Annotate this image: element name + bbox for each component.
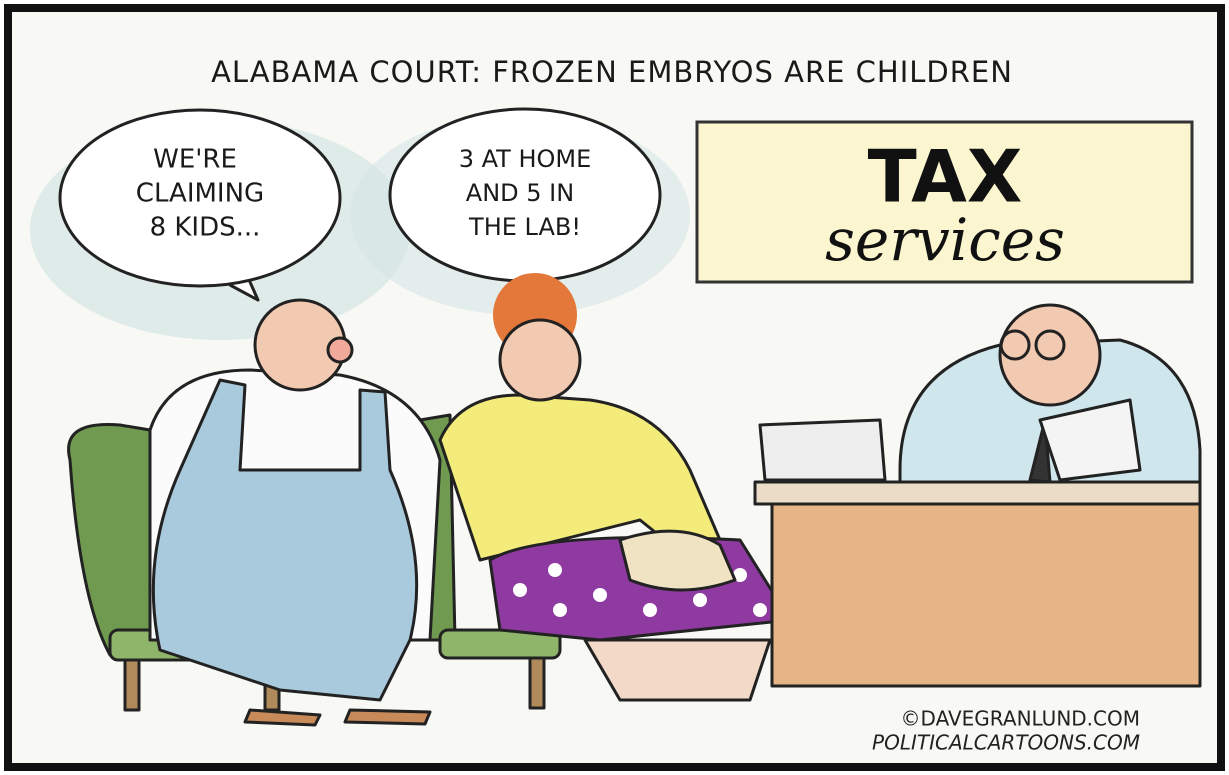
dot <box>643 603 657 617</box>
glasses <box>1034 329 1066 361</box>
bubble-text: THE LAB! <box>468 213 581 241</box>
bubble-text: 3 AT HOME <box>459 145 592 173</box>
dot <box>593 588 607 602</box>
dot <box>513 583 527 597</box>
papers <box>1038 398 1142 482</box>
bubble <box>58 108 342 288</box>
bubble-text: AND 5 IN <box>466 179 574 207</box>
sign-board <box>695 120 1194 284</box>
chair-leg <box>123 658 141 712</box>
polka-dots <box>513 563 767 617</box>
bubble-tail <box>228 280 260 302</box>
dot <box>693 593 707 607</box>
nose <box>326 336 354 364</box>
shirt <box>438 393 722 562</box>
man <box>148 298 442 727</box>
sign-subtitle: services <box>825 206 1065 274</box>
overalls <box>151 378 419 702</box>
speech-bubble: WE'RE CLAIMING 8 KIDS... <box>58 108 342 302</box>
woman <box>438 273 792 702</box>
bubble-text: 8 KIDS... <box>150 213 261 243</box>
sign: TAX services <box>695 120 1194 284</box>
bubble-text: CLAIMING <box>136 179 264 209</box>
purse <box>618 529 737 592</box>
dot <box>733 568 747 582</box>
head <box>498 318 582 402</box>
bubble-text: WE'RE <box>153 145 237 175</box>
shoe <box>343 708 432 726</box>
chair-leg <box>528 656 546 710</box>
dot <box>548 563 562 577</box>
desk-front <box>770 502 1202 688</box>
credit: POLITICALCARTOONS.COM <box>872 731 1140 755</box>
desk-top <box>753 480 1202 506</box>
credit: ©DAVEGRANLUND.COM <box>901 707 1140 731</box>
caption-title: ALABAMA COURT: FROZEN EMBRYOS ARE CHILDR… <box>211 55 1013 89</box>
dot <box>753 603 767 617</box>
desk <box>753 303 1202 688</box>
clerk-head <box>998 303 1102 407</box>
legs <box>583 638 772 702</box>
dot <box>553 603 567 617</box>
shoe <box>243 708 322 727</box>
glasses <box>999 329 1031 361</box>
paper-stack <box>758 418 887 482</box>
sign-title: TAX <box>868 135 1023 219</box>
